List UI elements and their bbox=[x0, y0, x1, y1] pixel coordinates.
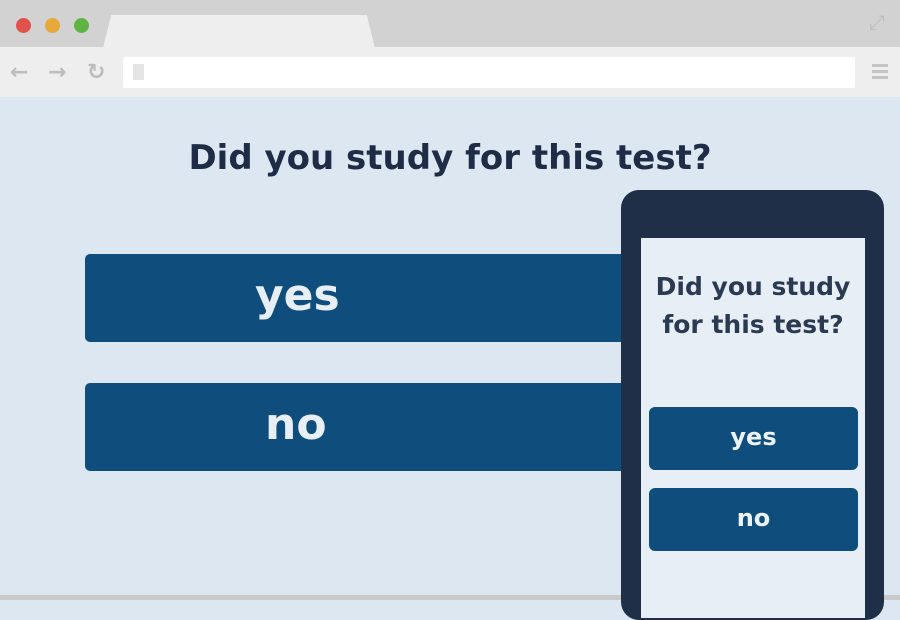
yes-button[interactable]: yes bbox=[85, 254, 645, 342]
fullscreen-icon[interactable]: ⤢ bbox=[869, 10, 885, 34]
forward-icon[interactable]: → bbox=[48, 60, 67, 85]
menu-icon[interactable] bbox=[872, 64, 888, 82]
mobile-phone: Did you study for this test? yes no bbox=[621, 190, 884, 620]
maximize-window-button[interactable] bbox=[74, 18, 89, 33]
mobile-no-button[interactable]: no bbox=[649, 488, 858, 551]
page-icon bbox=[133, 64, 144, 80]
back-icon[interactable]: ← bbox=[10, 60, 29, 85]
tab-bar: ⤢ bbox=[0, 0, 900, 48]
reload-icon[interactable]: ↻ bbox=[87, 60, 106, 85]
no-button[interactable]: no bbox=[85, 383, 645, 471]
mobile-question-line2: for this test? bbox=[662, 310, 844, 339]
minimize-window-button[interactable] bbox=[45, 18, 60, 33]
browser-tab[interactable] bbox=[103, 15, 375, 48]
window-bottom-edge bbox=[0, 595, 900, 600]
mobile-question-line1: Did you study bbox=[655, 272, 851, 301]
mobile-yes-button[interactable]: yes bbox=[649, 407, 858, 470]
mobile-question: Did you study for this test? bbox=[641, 268, 865, 344]
page-title: Did you study for this test? bbox=[188, 138, 712, 178]
address-bar[interactable] bbox=[123, 57, 855, 88]
close-window-button[interactable] bbox=[16, 18, 31, 33]
mobile-screen: Did you study for this test? yes no bbox=[641, 238, 865, 618]
